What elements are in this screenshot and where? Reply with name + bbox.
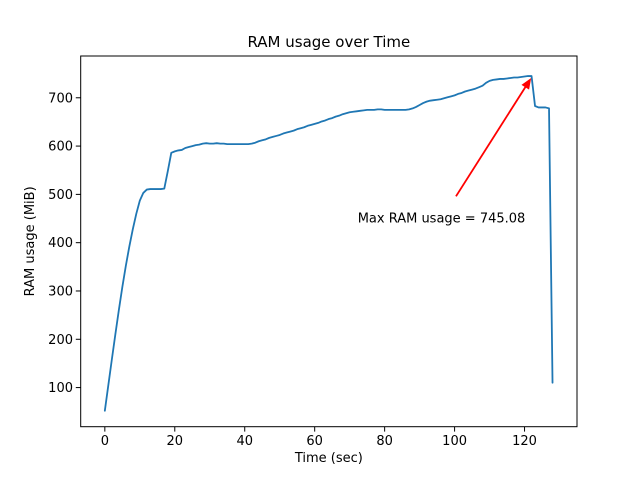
ram-usage-line <box>103 75 554 412</box>
x-tick-label: 0 <box>101 434 109 449</box>
annotation-arrow-icon <box>455 77 532 197</box>
arrow-shaft <box>455 83 529 197</box>
y-tick-label: 200 <box>48 333 73 348</box>
y-tick-label: 100 <box>48 381 73 396</box>
y-tick-label: 600 <box>48 140 73 155</box>
x-tick-label: 100 <box>442 434 467 449</box>
annotation-text: Max RAM usage = 745.08 <box>358 211 526 226</box>
arrow-head-icon <box>521 77 532 90</box>
y-tick-label: 700 <box>48 91 73 106</box>
axes-spines <box>80 55 578 428</box>
y-tick-label: 400 <box>48 236 73 251</box>
x-tick-label: 20 <box>167 434 184 449</box>
x-tick-label: 80 <box>376 434 393 449</box>
axis-ticks: 0 20 40 60 80 100 120 100 200 300 400 500 600 700 <box>48 91 537 449</box>
y-tick-label: 500 <box>48 188 73 203</box>
y-axis-label: RAM usage (MiB) <box>23 186 38 296</box>
x-tick-label: 120 <box>512 434 537 449</box>
x-tick-label: 40 <box>236 434 253 449</box>
x-axis-label: Time (sec) <box>294 451 363 466</box>
y-tick-label: 300 <box>48 284 73 299</box>
chart-title: RAM usage over Time <box>247 33 410 51</box>
x-tick-label: 60 <box>306 434 323 449</box>
